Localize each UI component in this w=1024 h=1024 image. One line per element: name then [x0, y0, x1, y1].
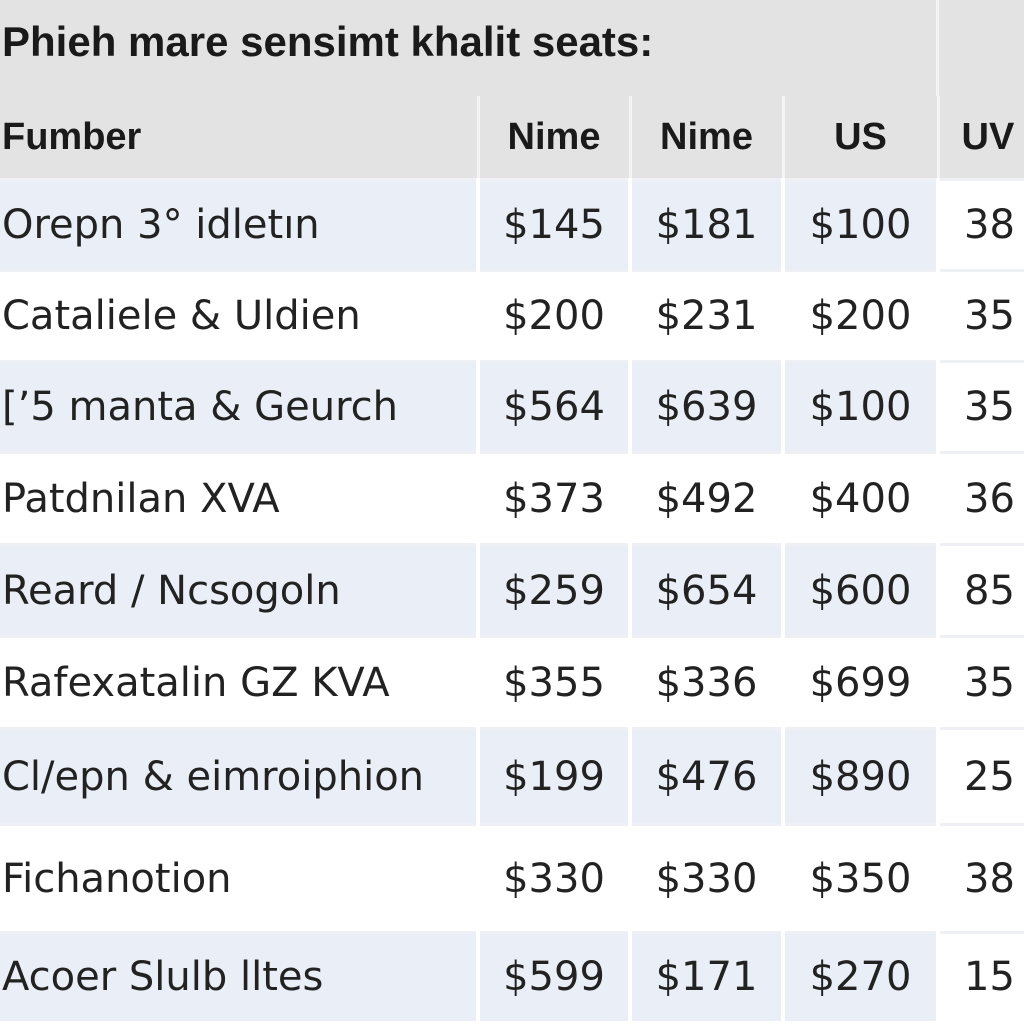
cell-value: $476	[628, 727, 783, 825]
cell-value: $654	[628, 543, 783, 637]
cell-value: $330	[476, 823, 630, 933]
cell-value: $599	[476, 931, 630, 1021]
cell-value: 36	[936, 451, 1024, 545]
table-row[interactable]: [’5 manta & Geurch $564 $639 $100 35	[0, 360, 1024, 453]
cell-value: $639	[628, 360, 783, 453]
table-row[interactable]: Fichanotion $330 $330 $350 38	[0, 823, 1024, 933]
row-name: Orepn 3° idletın	[0, 178, 478, 271]
row-name: Patdnilan XVA	[0, 451, 478, 545]
cell-value: $231	[628, 269, 783, 362]
column-header-fumber[interactable]: Fumber	[0, 96, 478, 180]
cell-value: 15	[936, 931, 1024, 1021]
cell-value: $355	[476, 635, 630, 729]
row-name: Cataliele & Uldien	[0, 269, 478, 362]
table-row[interactable]: Patdnilan XVA $373 $492 $400 36	[0, 451, 1024, 545]
cell-value: $890	[781, 727, 938, 825]
cell-value: $200	[781, 269, 938, 362]
table-title: Phieh mare sensimt khalit seats:	[2, 18, 654, 65]
title-bar: Phieh mare sensimt khalit seats:	[0, 0, 1024, 96]
cell-value: $181	[628, 178, 783, 271]
row-name: Rafexatalin GZ KVA	[0, 635, 478, 729]
cell-value: $350	[781, 823, 938, 933]
cell-value: $336	[628, 635, 783, 729]
cell-value: 35	[936, 360, 1024, 453]
cell-value: $171	[628, 931, 783, 1021]
column-header-nime-1[interactable]: Nime	[476, 96, 630, 180]
cell-value: $400	[781, 451, 938, 545]
table-row[interactable]: Orepn 3° idletın $145 $181 $100 38	[0, 178, 1024, 271]
column-header-us[interactable]: US	[781, 96, 938, 180]
cell-value: $100	[781, 360, 938, 453]
column-header-nime-2[interactable]: Nime	[628, 96, 783, 180]
cell-value: $492	[628, 451, 783, 545]
row-name: Acoer Slulb lltes	[0, 931, 478, 1021]
cell-value: $564	[476, 360, 630, 453]
cell-value: $699	[781, 635, 938, 729]
column-divider	[936, 0, 939, 178]
row-name: Fichanotion	[0, 823, 478, 933]
cell-value: 35	[936, 635, 1024, 729]
cell-value: 38	[936, 178, 1024, 271]
cell-value: $100	[781, 178, 938, 271]
cell-value: $373	[476, 451, 630, 545]
cell-value: $199	[476, 727, 630, 825]
cell-value: $330	[628, 823, 783, 933]
table-row[interactable]: Reard / Ncsogoln $259 $654 $600 85	[0, 543, 1024, 637]
cell-value: 38	[936, 823, 1024, 933]
cell-value: $600	[781, 543, 938, 637]
cell-value: 35	[936, 269, 1024, 362]
cell-value: $270	[781, 931, 938, 1021]
table-row[interactable]: Cataliele & Uldien $200 $231 $200 35	[0, 269, 1024, 362]
row-name: Cl/epn & eimroiphion	[0, 727, 478, 825]
row-name: Reard / Ncsogoln	[0, 543, 478, 637]
column-header-uv[interactable]: UV	[936, 96, 1024, 180]
cell-value: 85	[936, 543, 1024, 637]
cell-value: $200	[476, 269, 630, 362]
cell-value: $259	[476, 543, 630, 637]
table-row[interactable]: Cl/epn & eimroiphion $199 $476 $890 25	[0, 727, 1024, 825]
row-name: [’5 manta & Geurch	[0, 360, 478, 453]
header-row: Fumber Nime Nime US UV	[0, 96, 1024, 180]
table-row[interactable]: Acoer Slulb lltes $599 $171 $270 15	[0, 931, 1024, 1021]
table-row[interactable]: Rafexatalin GZ KVA $355 $336 $699 35	[0, 635, 1024, 729]
price-table: Fumber Nime Nime US UV Orepn 3° idletın …	[0, 96, 1024, 1021]
cell-value: $145	[476, 178, 630, 271]
cell-value: 25	[936, 727, 1024, 825]
